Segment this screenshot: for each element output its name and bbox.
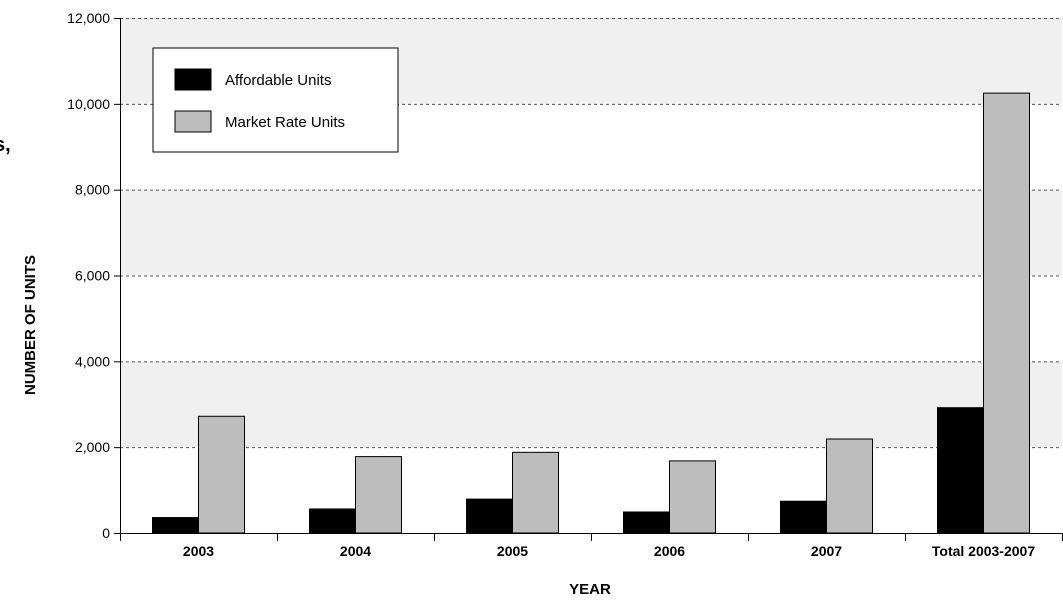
background-band (120, 361, 1062, 448)
bars (152, 92, 1030, 534)
x-tick-labels: 2003 2004 2005 2006 2007 Total 2003-2007 (183, 543, 1035, 559)
y-tick-label: 2,000 (75, 439, 110, 455)
background-band (120, 447, 1062, 533)
y-axis-title: NUMBER OF UNITS (22, 255, 39, 395)
left-edge-text: s, (0, 134, 11, 156)
legend-box (152, 47, 399, 153)
bar-market-rate (669, 460, 716, 534)
bar-market-rate (198, 415, 245, 534)
bar-affordable (623, 511, 670, 534)
x-axis-title: YEAR (569, 581, 611, 598)
x-tick-label: 2003 (183, 543, 214, 559)
bar-affordable (937, 407, 984, 534)
y-tick-label: 6,000 (75, 268, 110, 284)
bar-affordable (309, 508, 356, 534)
x-tick-label: 2005 (497, 543, 528, 559)
y-tick-label: 0 (102, 525, 110, 541)
y-tick-label: 10,000 (67, 96, 110, 112)
background-band (120, 189, 1062, 276)
x-tick-label: Total 2003-2007 (932, 543, 1035, 559)
bar-market-rate (355, 456, 402, 534)
y-tick-label: 12,000 (67, 10, 110, 26)
x-tick-label: 2006 (654, 543, 685, 559)
bar-market-rate (826, 438, 873, 534)
legend-label-affordable: Affordable Units (225, 72, 331, 89)
y-tick-labels: 0 2,000 4,000 6,000 8,000 10,000 12,000 (67, 10, 110, 541)
bar-market-rate (512, 451, 559, 534)
bar-affordable (780, 500, 827, 534)
legend-swatch-market-rate (174, 110, 212, 133)
bar-affordable (152, 517, 199, 534)
legend-label-market-rate: Market Rate Units (225, 114, 345, 131)
axes (114, 18, 1063, 541)
legend: Affordable Units Market Rate Units (152, 47, 399, 153)
legend-swatch-affordable (174, 68, 212, 91)
y-tick-label: 8,000 (75, 182, 110, 198)
bar-market-rate (983, 92, 1030, 534)
y-tick-label: 4,000 (75, 353, 110, 369)
x-tick-label: 2004 (340, 543, 371, 559)
background-band (120, 275, 1062, 362)
x-tick-label: 2007 (811, 543, 842, 559)
bar-affordable (466, 498, 513, 534)
